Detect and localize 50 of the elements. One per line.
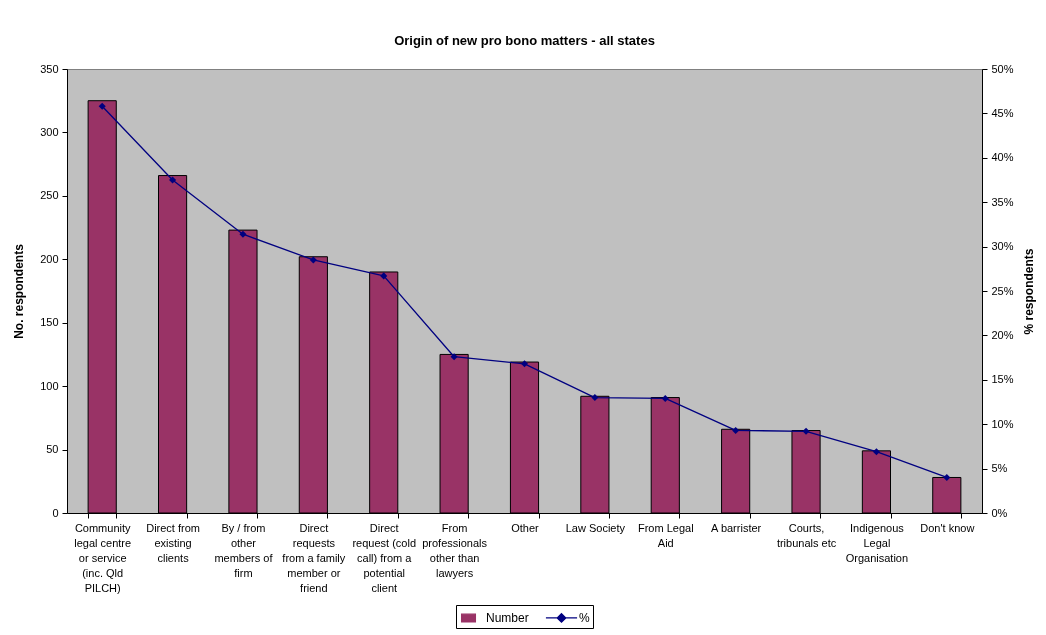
y2-tick-label: 0% bbox=[991, 506, 1008, 519]
point bbox=[309, 256, 317, 264]
x-tick-label: From professionals other than lawyers bbox=[422, 521, 488, 579]
point bbox=[661, 394, 669, 402]
point bbox=[239, 230, 247, 238]
y-tick-label: 50 bbox=[46, 443, 59, 456]
y2-tick-label: 5% bbox=[991, 462, 1008, 475]
x-tick-label: Don't know bbox=[920, 521, 975, 534]
y2-tick-label: 25% bbox=[991, 284, 1014, 297]
y-tick-label: 300 bbox=[40, 125, 59, 138]
point bbox=[98, 102, 106, 110]
point bbox=[169, 176, 177, 184]
y2-tick-label: 40% bbox=[991, 151, 1014, 164]
y-axis-title: No. respondents bbox=[12, 243, 27, 339]
x-tick-label: Direct requests from a family member or friend bbox=[282, 521, 346, 594]
point bbox=[872, 448, 880, 456]
y2-tick-label: 45% bbox=[991, 106, 1014, 119]
x-tick-label: Indigenous Legal Organisation bbox=[845, 521, 909, 564]
y2-axis-title: % respondents bbox=[1021, 248, 1036, 335]
x-tick-label: Community legal centre or service (inc. Qld PILCH) bbox=[74, 521, 132, 594]
x-tick-label: Direct request (cold call) from a potential client bbox=[352, 521, 417, 594]
x-tick-label: Other bbox=[511, 521, 540, 534]
point bbox=[802, 427, 810, 435]
y2-tick-label: 20% bbox=[991, 328, 1014, 341]
y2-tick-label: 50% bbox=[991, 62, 1014, 75]
y-tick-label: 350 bbox=[40, 62, 59, 75]
x-tick-label: Direct from existing clients bbox=[146, 521, 200, 564]
x-tick-label: Courts, tribunals etc bbox=[776, 521, 837, 549]
point bbox=[380, 272, 388, 280]
y2-tick-label: 30% bbox=[991, 240, 1014, 253]
x-tick-label: A barrister bbox=[711, 521, 762, 534]
chart-title: Origin of new pro bono matters - all states bbox=[394, 33, 655, 48]
y2-tick-label: 35% bbox=[991, 195, 1014, 208]
y-tick-label: 150 bbox=[40, 316, 59, 329]
y-tick-label: 250 bbox=[40, 189, 59, 202]
y2-tick-label: 15% bbox=[991, 373, 1014, 386]
y-tick-label: 100 bbox=[40, 379, 59, 392]
legend-label: Number bbox=[486, 611, 529, 626]
point bbox=[732, 426, 740, 434]
x-tick-label: By / from other members of firm bbox=[214, 521, 274, 579]
legend-label: % bbox=[579, 610, 590, 625]
x-tick-label: Law Society bbox=[565, 521, 626, 534]
point bbox=[520, 360, 529, 368]
y-tick-label: 200 bbox=[40, 252, 59, 265]
point bbox=[450, 353, 458, 361]
x-tick-label: From Legal Aid bbox=[637, 521, 694, 549]
y2-tick-label: 10% bbox=[991, 417, 1014, 430]
point bbox=[943, 473, 951, 482]
point bbox=[591, 394, 599, 402]
y-tick-label: 0 bbox=[52, 506, 59, 519]
